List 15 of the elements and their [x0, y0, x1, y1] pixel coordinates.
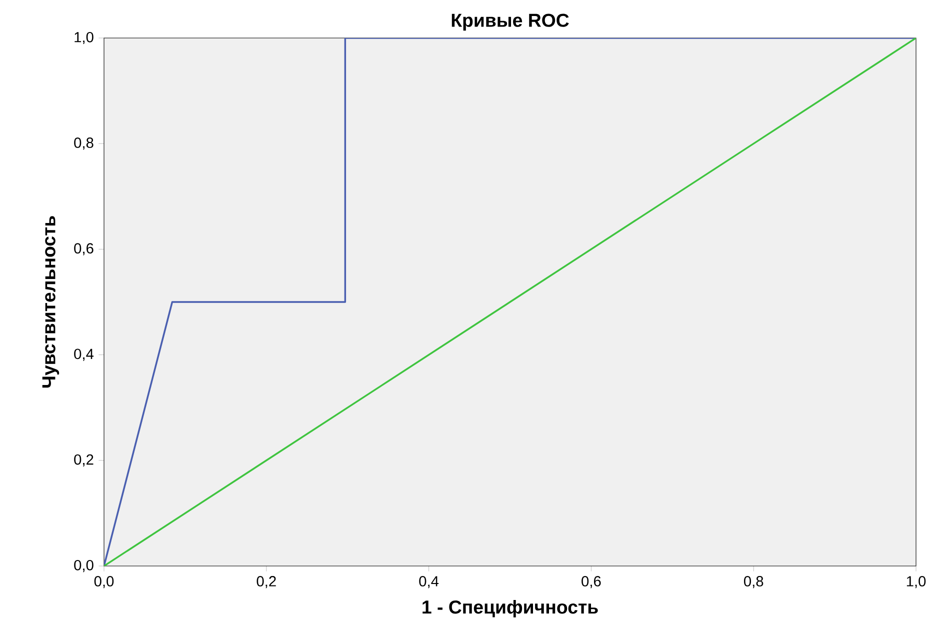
x-tick-label: 0,6 [582, 576, 601, 588]
y-tick-label: 0,4 [74, 348, 94, 361]
chart-title: Кривые ROC [452, 14, 569, 31]
x-tick-label: 0,0 [94, 576, 114, 588]
y-tick-label: 0,6 [74, 243, 94, 256]
y-tick-label: 0,8 [74, 138, 94, 150]
y-tick-label: 1,0 [74, 32, 94, 44]
y-axis-title: Чувствительность [42, 216, 60, 388]
x-axis-title: 1 - Специфичность [422, 600, 598, 618]
x-tick-label: 1,0 [906, 576, 926, 588]
x-tick-label: 0,8 [744, 576, 764, 588]
y-tick-label: 0,0 [74, 560, 94, 572]
y-tick-label: 0,2 [74, 454, 94, 466]
x-tick-label: 0,4 [419, 576, 439, 588]
x-tick-label: 0,2 [256, 576, 276, 588]
